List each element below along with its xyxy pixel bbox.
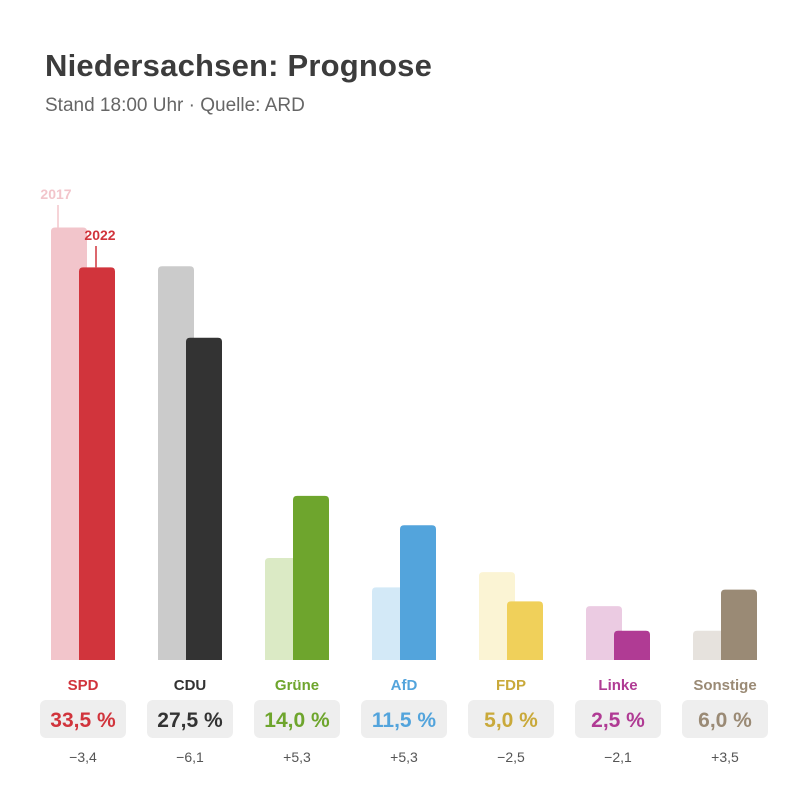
value-badge-grüne xyxy=(254,700,340,738)
value-badge-linke xyxy=(575,700,661,738)
year-label-2017: 2017 xyxy=(40,186,71,202)
bar-2022-spd xyxy=(79,267,115,660)
bar-2017-grüne xyxy=(265,558,301,660)
value-badge-fdp xyxy=(468,700,554,738)
bar-2022-linke xyxy=(614,630,650,660)
bar-2017-afd xyxy=(372,587,408,660)
value-label-fdp: 5,0 % xyxy=(484,709,538,732)
party-label-sonstige: Sonstige xyxy=(693,677,756,694)
party-label-spd: SPD xyxy=(68,677,99,694)
value-label-cdu: 27,5 % xyxy=(157,709,223,732)
party-label-cdu: CDU xyxy=(174,677,207,694)
value-badge-sonstige xyxy=(682,700,768,738)
diff-label-grüne: +5,3 xyxy=(283,749,311,765)
bar-2022-cdu xyxy=(186,337,222,660)
chart-title: Niedersachsen: Prognose xyxy=(45,48,433,83)
bar-2017-sonstige xyxy=(693,630,729,660)
party-label-afd: AfD xyxy=(391,677,418,694)
chart-subtitle: Stand 18:00 Uhr · Quelle: ARD xyxy=(45,95,305,116)
party-label-linke: Linke xyxy=(598,677,637,694)
bar-2022-fdp xyxy=(507,601,543,660)
value-label-sonstige: 6,0 % xyxy=(698,709,752,732)
bar-2022-grüne xyxy=(293,495,329,660)
bar-2022-afd xyxy=(400,525,436,660)
bar-2017-spd xyxy=(51,227,87,661)
diff-label-linke: −2,1 xyxy=(604,749,632,765)
value-label-spd: 33,5 % xyxy=(50,709,116,732)
party-label-fdp: FDP xyxy=(496,677,526,694)
bar-2017-cdu xyxy=(158,266,194,660)
bar-2022-sonstige xyxy=(721,589,757,660)
bar-2017-fdp xyxy=(479,572,515,660)
year-label-2022: 2022 xyxy=(84,227,115,243)
value-label-linke: 2,5 % xyxy=(591,709,645,732)
diff-label-fdp: −2,5 xyxy=(497,749,525,765)
value-badge-spd xyxy=(40,700,126,738)
value-label-afd: 11,5 % xyxy=(372,709,437,732)
value-label-grüne: 14,0 % xyxy=(264,709,330,732)
diff-label-cdu: −6,1 xyxy=(176,749,204,765)
value-badge-cdu xyxy=(147,700,233,738)
value-badge-afd xyxy=(361,700,447,738)
bar-2017-linke xyxy=(586,606,622,660)
diff-label-spd: −3,4 xyxy=(69,749,97,765)
diff-label-sonstige: +3,5 xyxy=(711,749,739,765)
diff-label-afd: +5,3 xyxy=(390,749,418,765)
party-label-grüne: Grüne xyxy=(275,677,319,694)
